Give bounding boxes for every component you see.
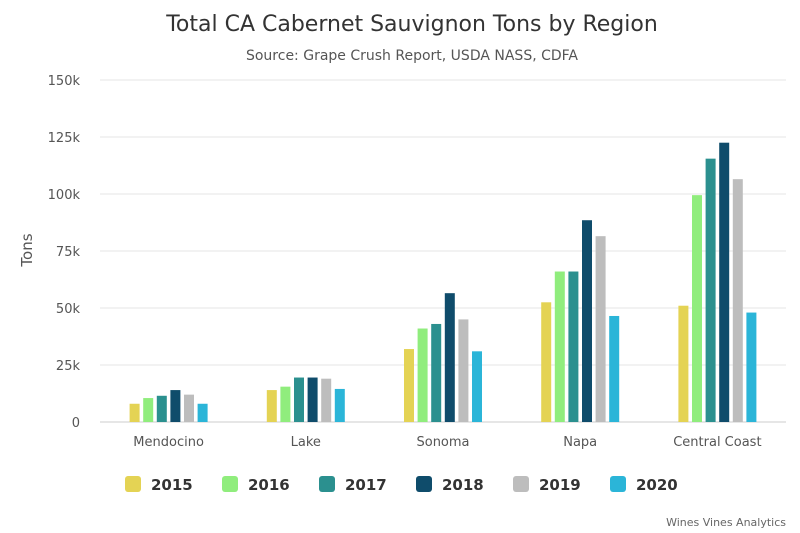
bar-mendocino-2015[interactable] [129,403,140,422]
x-tick-label: Central Coast [673,435,761,450]
bar-central-coast-2015[interactable] [678,305,689,422]
bar-lake-2018[interactable] [307,377,318,422]
bar-napa-2020[interactable] [609,315,620,422]
bar-sonoma-2015[interactable] [404,349,414,422]
legend-item-2018[interactable]: 2018 [416,476,484,494]
legend-item-2019[interactable]: 2019 [513,476,581,494]
legend-label: 2018 [442,476,484,494]
bar-mendocino-2018[interactable] [170,390,181,422]
legend: 2015 2016 2017 2018 2019 2020 [125,476,678,494]
bar-mendocino-2017[interactable] [156,395,167,422]
x-axis-ticks: Mendocino Lake Sonoma Napa Central Coast [133,435,761,450]
bar-mendocino-2016[interactable] [143,398,154,422]
bar-central-coast-2018[interactable] [719,142,730,422]
bar-lake-2017[interactable] [294,377,304,422]
legend-label: 2020 [636,476,678,494]
legend-label: 2017 [345,476,387,494]
bar-napa-2018[interactable] [582,220,592,422]
legend-item-2016[interactable]: 2016 [222,476,290,494]
x-tick-label: Sonoma [416,435,469,450]
bar-napa-2019[interactable] [595,236,606,422]
chart-title: Total CA Cabernet Sauvignon Tons by Regi… [165,12,658,37]
y-tick-label: 75k [56,245,81,260]
legend-swatch [125,476,141,492]
legend-item-2020[interactable]: 2020 [610,476,678,494]
y-axis-ticks: 0 25k 50k 75k 100k 125k 150k [48,74,81,431]
legend-label: 2019 [539,476,581,494]
y-tick-label: 150k [48,74,81,89]
legend-swatch [610,476,626,492]
bar-sonoma-2016[interactable] [417,328,428,422]
bar-napa-2017[interactable] [568,271,579,422]
bar-mendocino-2019[interactable] [184,394,194,422]
legend-label: 2015 [151,476,193,494]
legend-label: 2016 [248,476,290,494]
x-tick-label: Mendocino [133,435,204,450]
bar-napa-2016[interactable] [554,271,565,422]
legend-swatch [416,476,432,492]
legend-swatch [319,476,335,492]
bar-central-coast-2020[interactable] [746,312,757,422]
y-tick-label: 50k [56,302,81,317]
y-tick-label: 100k [48,188,81,203]
bar-sonoma-2017[interactable] [431,323,442,422]
bar-lake-2015[interactable] [266,390,277,422]
bar-napa-2015[interactable] [541,302,552,422]
bar-central-coast-2017[interactable] [705,158,716,422]
x-tick-label: Lake [291,435,321,450]
bar-central-coast-2019[interactable] [732,179,743,422]
bar-lake-2020[interactable] [334,388,345,422]
x-tick-label: Napa [563,435,597,450]
bar-lake-2019[interactable] [321,378,332,422]
bar-sonoma-2018[interactable] [444,293,455,422]
legend-swatch [513,476,529,492]
y-tick-label: 0 [72,416,80,431]
bar-central-coast-2016[interactable] [692,195,702,422]
bar-sonoma-2019[interactable] [458,319,469,422]
chart-credit: Wines Vines Analytics [666,516,786,529]
y-tick-label: 25k [56,359,81,374]
bars [129,142,757,422]
bar-lake-2016[interactable] [280,386,291,422]
y-axis-title: Tons [18,233,36,267]
y-tick-label: 125k [48,131,81,146]
bar-mendocino-2020[interactable] [197,403,208,422]
legend-item-2015[interactable]: 2015 [125,476,193,494]
chart-subtitle: Source: Grape Crush Report, USDA NASS, C… [246,48,578,64]
gridlines [100,79,786,423]
legend-item-2017[interactable]: 2017 [319,476,387,494]
legend-swatch [222,476,238,492]
bar-sonoma-2020[interactable] [472,351,482,422]
